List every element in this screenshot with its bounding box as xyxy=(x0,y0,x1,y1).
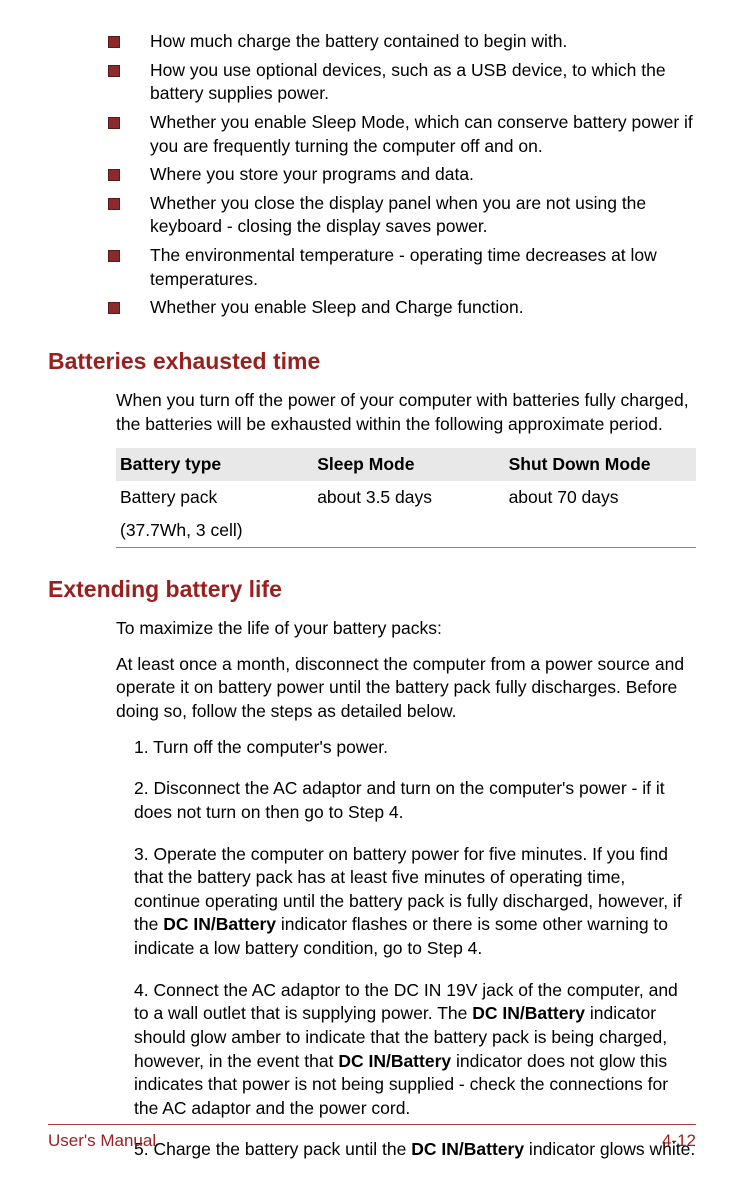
section2-intro1: To maximize the life of your battery pac… xyxy=(116,617,696,641)
table-cell: (37.7Wh, 3 cell) xyxy=(116,514,313,548)
step-item: 1. Turn off the computer's power. xyxy=(134,736,696,760)
table-header-row: Battery type Sleep Mode Shut Down Mode xyxy=(116,448,696,481)
list-item: Whether you enable Sleep Mode, which can… xyxy=(108,111,696,158)
list-item: Where you store your programs and data. xyxy=(108,163,696,187)
table-cell: about 3.5 days xyxy=(313,481,504,514)
step-item: 4. Connect the AC adaptor to the DC IN 1… xyxy=(134,979,696,1121)
table-cell: Battery pack xyxy=(116,481,313,514)
page-footer: User's Manual 4-12 xyxy=(0,1124,744,1151)
section-heading-extending-life: Extending battery life xyxy=(48,576,696,603)
section2-intro2: At least once a month, disconnect the co… xyxy=(116,653,696,724)
table-cell xyxy=(313,514,504,548)
factors-bullet-list: How much charge the battery contained to… xyxy=(108,30,696,320)
col-header: Sleep Mode xyxy=(313,448,504,481)
steps-list: 1. Turn off the computer's power. 2. Dis… xyxy=(134,736,696,1162)
page-content: How much charge the battery contained to… xyxy=(0,0,744,1162)
battery-exhaust-table: Battery type Sleep Mode Shut Down Mode B… xyxy=(116,448,696,548)
list-item: Whether you enable Sleep and Charge func… xyxy=(108,296,696,320)
section1-intro: When you turn off the power of your comp… xyxy=(116,389,696,436)
footer-left: User's Manual xyxy=(48,1131,156,1151)
step-item: 2. Disconnect the AC adaptor and turn on… xyxy=(134,777,696,824)
list-item: The environmental temperature - operatin… xyxy=(108,244,696,291)
list-item: How you use optional devices, such as a … xyxy=(108,59,696,106)
col-header: Shut Down Mode xyxy=(505,448,696,481)
footer-right: 4-12 xyxy=(662,1131,696,1151)
table-cell: about 70 days xyxy=(505,481,696,514)
list-item: How much charge the battery contained to… xyxy=(108,30,696,54)
list-item: Whether you close the display panel when… xyxy=(108,192,696,239)
table-cell xyxy=(505,514,696,548)
table-row: (37.7Wh, 3 cell) xyxy=(116,514,696,548)
col-header: Battery type xyxy=(116,448,313,481)
table-row: Battery pack about 3.5 days about 70 day… xyxy=(116,481,696,514)
section-heading-batteries-exhausted: Batteries exhausted time xyxy=(48,348,696,375)
step-item: 3. Operate the computer on battery power… xyxy=(134,843,696,961)
